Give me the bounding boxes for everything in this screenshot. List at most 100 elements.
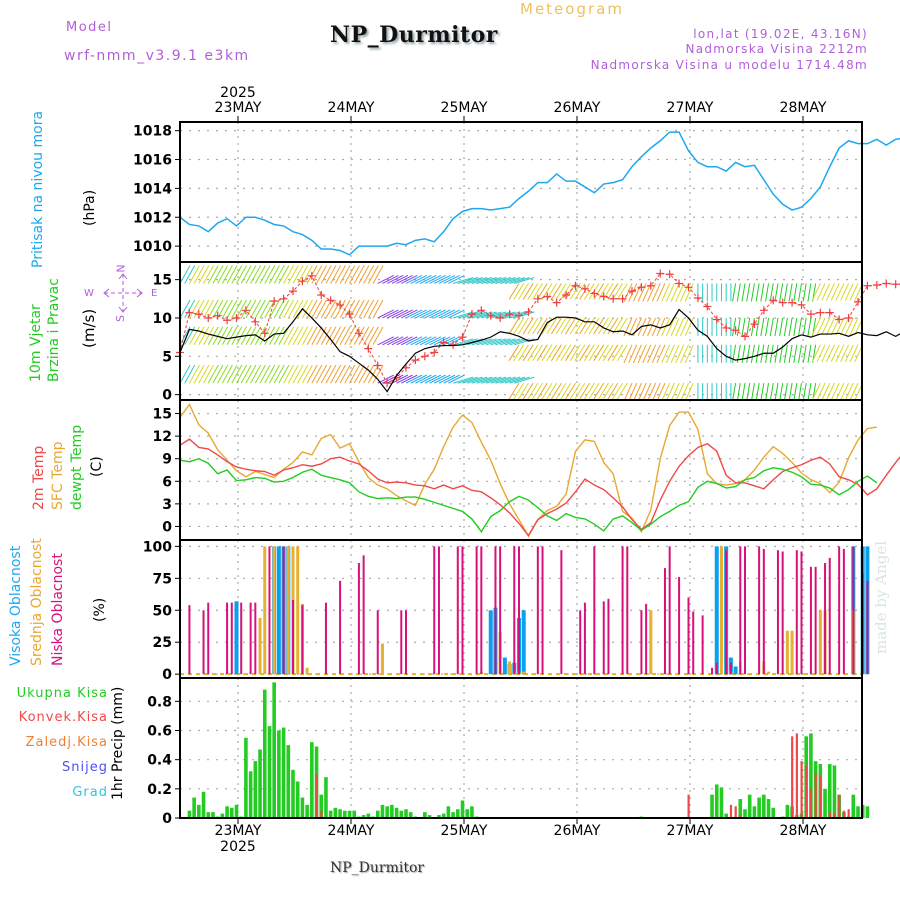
cloud-low-bar <box>579 610 582 675</box>
wind-barb <box>221 326 233 346</box>
wind-barb <box>574 283 586 300</box>
rain-convective-bar <box>739 815 742 818</box>
wind-barb <box>826 344 835 363</box>
rain-total-bar <box>244 737 248 818</box>
wind-barb <box>405 336 423 346</box>
wind-barb <box>203 326 214 346</box>
wind-barb <box>811 382 821 400</box>
wind-barb <box>424 336 442 346</box>
wind-barb <box>339 299 351 319</box>
wind-barb <box>283 326 295 346</box>
wind-barb <box>607 344 619 362</box>
wind-barb <box>522 344 534 362</box>
rain-total-bar <box>375 810 380 818</box>
wind-barb <box>301 265 313 284</box>
wind-barb <box>760 283 765 302</box>
wind-barb <box>264 265 276 284</box>
rain-total-bar <box>455 809 460 818</box>
wind-barb <box>750 283 755 302</box>
wind-barb <box>452 376 474 384</box>
wind-barb <box>509 276 530 284</box>
cloud-low-bar <box>541 546 544 675</box>
model-label: Model <box>66 20 113 35</box>
wind-barb <box>396 374 413 384</box>
wind-barb <box>471 338 493 346</box>
wind-barb <box>401 309 418 319</box>
gust-marker <box>872 281 881 289</box>
wind-barb <box>684 344 694 364</box>
wind-barb <box>415 309 432 319</box>
wind-barb <box>358 265 370 284</box>
wind-barb <box>574 344 586 362</box>
wind-barb <box>448 309 465 319</box>
gust-marker <box>477 306 486 315</box>
wind-barb <box>287 326 299 346</box>
wind-barb <box>353 364 365 384</box>
wind-barb <box>637 344 647 364</box>
wind-barb <box>344 265 356 284</box>
wind-barb <box>391 374 409 384</box>
date-label-bottom: 27MAY <box>666 823 714 839</box>
wind-barb <box>240 265 252 284</box>
wind-barb <box>602 344 614 362</box>
wind-barb <box>198 364 210 384</box>
wind-barb <box>372 265 384 284</box>
wind-barb <box>612 283 624 300</box>
wind-barb <box>746 383 751 400</box>
rain-total-bar <box>465 809 470 818</box>
wind-barb <box>513 317 525 335</box>
cloud-low-bar <box>593 546 596 675</box>
wind-barb <box>517 317 529 335</box>
rain-total-bar <box>470 806 474 818</box>
wind-barb <box>788 317 793 337</box>
wind-barb <box>457 276 478 284</box>
cloud-low-bar <box>292 600 294 675</box>
wind-barb <box>485 311 507 319</box>
wind-barb <box>203 265 214 284</box>
gust-marker <box>854 297 862 306</box>
rain-total-bar <box>197 804 201 818</box>
panel-frame <box>179 677 863 819</box>
gust-marker <box>825 308 834 317</box>
wind-barb <box>292 265 304 284</box>
wind-barb <box>278 364 290 384</box>
wind-barb <box>830 317 840 336</box>
wind-barb <box>769 383 774 400</box>
wind-barb <box>527 382 539 400</box>
wind-barb <box>212 299 224 319</box>
wind-barb <box>377 309 394 319</box>
wind-barb <box>741 383 746 400</box>
wind-barb <box>386 336 404 346</box>
wind-barb <box>637 317 647 337</box>
wind-barb <box>188 326 200 346</box>
wind-barb <box>396 275 413 284</box>
rain-total-bar <box>441 813 446 818</box>
wind-barb <box>405 275 423 284</box>
wind-barb <box>632 344 642 364</box>
wind-barb <box>467 276 488 284</box>
wind-barb <box>821 344 831 363</box>
gust-marker <box>270 297 279 306</box>
wind-barb <box>840 283 850 301</box>
wind-barb <box>602 382 614 400</box>
rain-total-bar <box>248 771 253 818</box>
cloud-mid-bar <box>380 643 384 675</box>
wind-barb <box>330 299 342 319</box>
wind-barb <box>532 283 543 300</box>
gust-marker <box>599 292 608 301</box>
gust-marker <box>533 294 542 303</box>
rain-total-bar <box>380 804 385 818</box>
cloud-high-bar <box>714 546 719 675</box>
rain-total-bar <box>319 794 324 818</box>
wind-barb <box>396 336 413 346</box>
wind-barb <box>844 344 854 363</box>
wind-barb <box>826 283 835 301</box>
rain-total-bar <box>211 812 215 818</box>
wind-barb <box>424 374 442 384</box>
wind-barb <box>495 376 516 384</box>
wind-barb <box>231 265 243 284</box>
wind-barb <box>647 317 656 337</box>
wind-barb <box>254 326 266 346</box>
wind-barb <box>419 374 437 384</box>
rain-total-bar <box>710 794 714 818</box>
